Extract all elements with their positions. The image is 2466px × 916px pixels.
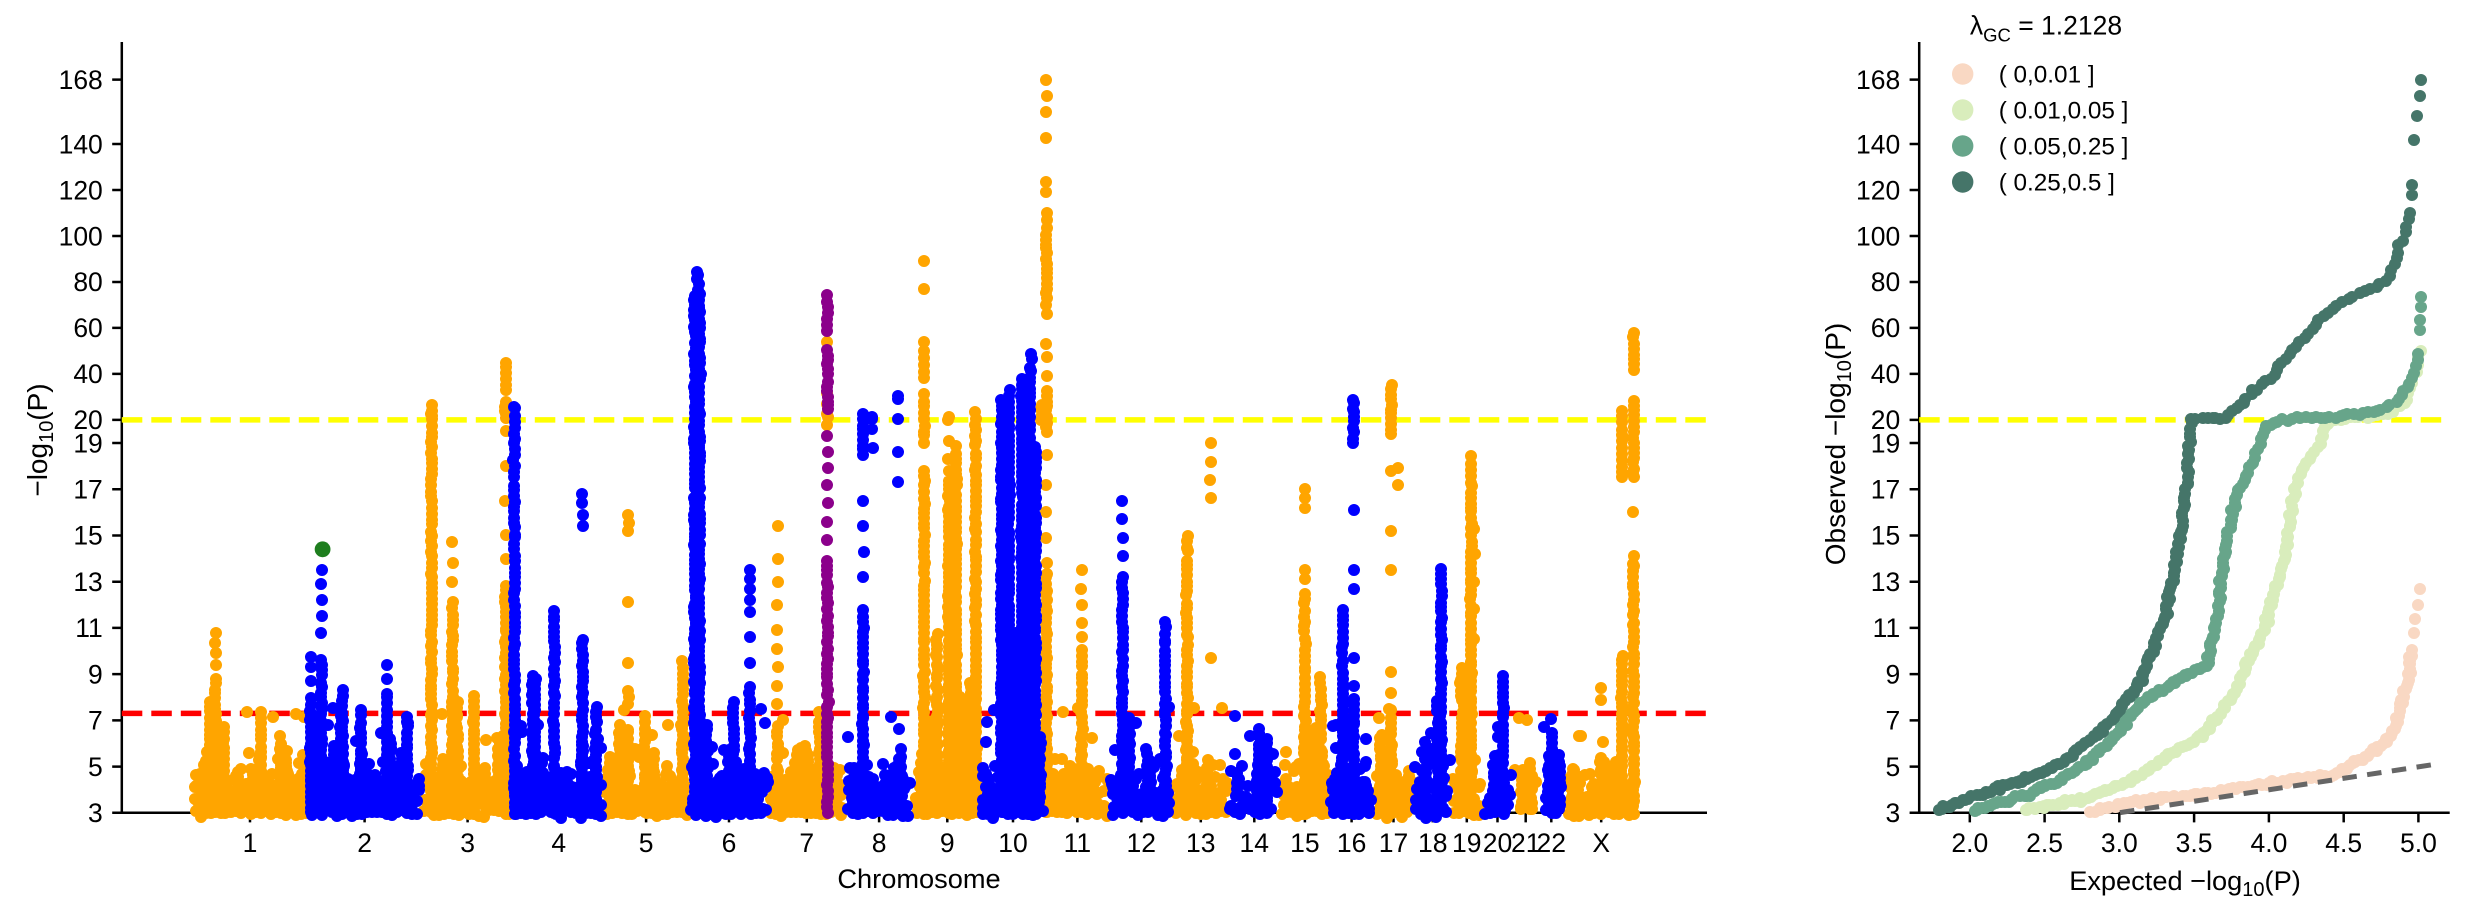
svg-text:( 0.05,0.25 ]: ( 0.05,0.25 ] (1999, 134, 2129, 161)
svg-text:3: 3 (460, 828, 475, 858)
svg-text:13: 13 (73, 567, 102, 597)
svg-text:7: 7 (799, 828, 814, 858)
svg-text:17: 17 (1379, 828, 1408, 858)
svg-text:Expected −log10(P): Expected −log10(P) (2069, 865, 2301, 901)
svg-text:12: 12 (1127, 828, 1156, 858)
svg-text:3: 3 (1885, 798, 1900, 828)
svg-text:11: 11 (1064, 828, 1092, 858)
svg-text:5: 5 (1885, 752, 1900, 782)
svg-text:14: 14 (1240, 828, 1269, 858)
svg-text:60: 60 (73, 313, 102, 343)
svg-text:13: 13 (1186, 828, 1215, 858)
svg-text:15: 15 (73, 521, 102, 551)
svg-text:5: 5 (639, 828, 654, 858)
svg-text:13: 13 (1871, 567, 1900, 597)
svg-text:20: 20 (73, 405, 102, 435)
svg-text:17: 17 (1871, 475, 1900, 505)
svg-text:4.5: 4.5 (2325, 828, 2362, 858)
svg-text:40: 40 (1871, 359, 1900, 389)
svg-text:9: 9 (1885, 659, 1900, 689)
svg-text:168: 168 (59, 65, 103, 95)
svg-text:1: 1 (243, 828, 258, 858)
svg-text:3.5: 3.5 (2176, 828, 2213, 858)
svg-text:19: 19 (73, 428, 102, 458)
svg-text:Observed −log10(P): Observed −log10(P) (1820, 323, 1856, 565)
svg-text:168: 168 (1856, 65, 1900, 95)
svg-text:( 0,0.01 ]: ( 0,0.01 ] (1999, 62, 2095, 89)
svg-text:8: 8 (872, 828, 887, 858)
svg-text:18: 18 (1418, 828, 1447, 858)
svg-text:17: 17 (73, 475, 102, 505)
svg-text:100: 100 (1856, 221, 1900, 251)
svg-text:21: 21 (1511, 828, 1540, 858)
svg-text:Chromosome: Chromosome (837, 863, 1000, 894)
svg-text:80: 80 (73, 267, 102, 297)
svg-text:15: 15 (1290, 828, 1319, 858)
svg-text:140: 140 (1856, 129, 1900, 159)
svg-text:20: 20 (1871, 405, 1900, 435)
svg-text:3.0: 3.0 (2101, 828, 2138, 858)
svg-text:10: 10 (998, 828, 1027, 858)
svg-text:120: 120 (1856, 175, 1900, 205)
svg-text:15: 15 (1871, 521, 1900, 551)
svg-text:120: 120 (59, 175, 103, 205)
svg-text:20: 20 (1483, 828, 1512, 858)
svg-text:140: 140 (59, 129, 103, 159)
svg-text:80: 80 (1871, 267, 1900, 297)
svg-text:19: 19 (1452, 828, 1481, 858)
svg-text:11: 11 (1873, 613, 1901, 643)
svg-text:λGC = 1.2128: λGC = 1.2128 (1970, 11, 2122, 46)
svg-text:9: 9 (940, 828, 955, 858)
svg-text:40: 40 (73, 359, 102, 389)
svg-text:2: 2 (357, 828, 372, 858)
svg-text:X: X (1592, 828, 1610, 858)
svg-text:16: 16 (1337, 828, 1366, 858)
svg-text:4.0: 4.0 (2250, 828, 2287, 858)
svg-text:6: 6 (722, 828, 737, 858)
svg-text:( 0.25,0.5 ]: ( 0.25,0.5 ] (1999, 170, 2115, 197)
svg-text:4: 4 (551, 828, 566, 858)
svg-text:9: 9 (88, 659, 103, 689)
svg-text:5.0: 5.0 (2400, 828, 2437, 858)
svg-text:11: 11 (75, 613, 103, 643)
svg-text:2.0: 2.0 (1951, 828, 1988, 858)
svg-text:2.5: 2.5 (2026, 828, 2063, 858)
svg-text:7: 7 (88, 706, 103, 736)
svg-text:5: 5 (88, 752, 103, 782)
svg-text:22: 22 (1537, 828, 1566, 858)
svg-text:19: 19 (1871, 428, 1900, 458)
svg-text:7: 7 (1885, 706, 1900, 736)
svg-text:60: 60 (1871, 313, 1900, 343)
svg-text:3: 3 (88, 798, 103, 828)
svg-text:100: 100 (59, 221, 103, 251)
svg-text:( 0.01,0.05 ]: ( 0.01,0.05 ] (1999, 98, 2129, 125)
